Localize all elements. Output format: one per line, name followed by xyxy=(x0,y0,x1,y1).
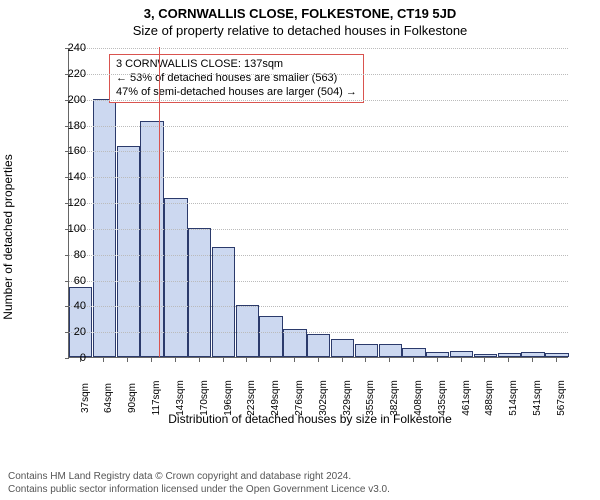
gridline xyxy=(69,126,568,127)
y-tick-label: 200 xyxy=(58,94,86,106)
y-tick-label: 120 xyxy=(58,197,86,209)
y-tick-label: 160 xyxy=(58,145,86,157)
marker-line xyxy=(159,47,160,357)
y-axis-label: Number of detached properties xyxy=(1,154,15,319)
annotation-line-3: 47% of semi-detached houses are larger (… xyxy=(116,86,357,100)
gridline xyxy=(69,332,568,333)
x-tick-label: 37sqm xyxy=(80,383,91,413)
bar xyxy=(164,198,187,357)
bar xyxy=(474,354,497,357)
footer-line-1: Contains HM Land Registry data © Crown c… xyxy=(8,471,390,484)
gridline xyxy=(69,306,568,307)
footer: Contains HM Land Registry data © Crown c… xyxy=(8,471,390,496)
annotation-line-1: 3 CORNWALLIS CLOSE: 137sqm xyxy=(116,58,357,72)
x-tick-label: 329sqm xyxy=(342,380,353,416)
y-tick-label: 20 xyxy=(58,326,86,338)
gridline xyxy=(69,229,568,230)
bar xyxy=(188,228,211,357)
gridline xyxy=(69,100,568,101)
bar xyxy=(450,351,473,357)
chart-container: Number of detached properties 3 CORNWALL… xyxy=(30,42,590,432)
footer-line-2: Contains public sector information licen… xyxy=(8,484,390,497)
x-tick-label: 302sqm xyxy=(318,380,329,416)
bar xyxy=(93,99,116,357)
gridline xyxy=(69,203,568,204)
y-tick-label: 0 xyxy=(58,352,86,364)
bar xyxy=(521,352,544,357)
x-tick-label: 170sqm xyxy=(199,380,210,416)
bar xyxy=(426,352,449,357)
y-tick-label: 180 xyxy=(58,120,86,132)
annotation-box: 3 CORNWALLIS CLOSE: 137sqm ← 53% of deta… xyxy=(109,54,364,103)
x-tick-label: 567sqm xyxy=(556,380,567,416)
x-tick-label: 117sqm xyxy=(151,381,162,416)
x-tick-label: 196sqm xyxy=(223,380,234,416)
x-tick-label: 355sqm xyxy=(365,380,376,416)
x-tick-label: 514sqm xyxy=(508,380,519,416)
gridline xyxy=(69,255,568,256)
x-tick-label: 408sqm xyxy=(413,380,424,416)
bar xyxy=(69,287,92,357)
gridline xyxy=(69,74,568,75)
x-tick-label: 488sqm xyxy=(484,380,495,416)
bar xyxy=(140,121,163,357)
y-tick-label: 40 xyxy=(58,300,86,312)
bar xyxy=(545,353,568,357)
gridline xyxy=(69,151,568,152)
y-tick-label: 220 xyxy=(58,68,86,80)
y-tick-label: 80 xyxy=(58,249,86,261)
x-tick-label: 541sqm xyxy=(532,380,543,416)
y-tick-label: 60 xyxy=(58,275,86,287)
bar xyxy=(379,344,402,357)
x-tick-label: 64sqm xyxy=(103,383,114,413)
y-tick-label: 240 xyxy=(58,42,86,54)
x-tick-label: 223sqm xyxy=(246,380,257,416)
bar xyxy=(307,334,330,357)
gridline xyxy=(69,281,568,282)
x-axis-label: Distribution of detached houses by size … xyxy=(30,412,590,426)
plot-area: 3 CORNWALLIS CLOSE: 137sqm ← 53% of deta… xyxy=(68,48,568,358)
x-tick-label: 249sqm xyxy=(270,380,281,416)
chart-subtitle: Size of property relative to detached ho… xyxy=(0,21,600,42)
bar xyxy=(355,344,378,357)
bar xyxy=(259,316,282,357)
bar xyxy=(402,348,425,357)
gridline xyxy=(69,48,568,49)
bar xyxy=(498,353,521,357)
bar xyxy=(331,339,354,357)
x-tick-label: 382sqm xyxy=(389,380,400,416)
x-tick-label: 461sqm xyxy=(461,380,472,416)
x-ticks: 37sqm 64sqm 90sqm 117sqm 143sqm 170sqm 196sqm 2… xyxy=(68,358,568,418)
y-tick-label: 100 xyxy=(58,223,86,235)
x-tick-label: 276sqm xyxy=(294,380,305,416)
x-tick-label: 90sqm xyxy=(127,383,138,413)
x-tick-label: 143sqm xyxy=(175,380,186,416)
y-tick-label: 140 xyxy=(58,171,86,183)
page-title: 3, CORNWALLIS CLOSE, FOLKESTONE, CT19 5J… xyxy=(0,0,600,21)
x-tick-label: 435sqm xyxy=(437,380,448,416)
gridline xyxy=(69,177,568,178)
bar xyxy=(212,247,235,357)
